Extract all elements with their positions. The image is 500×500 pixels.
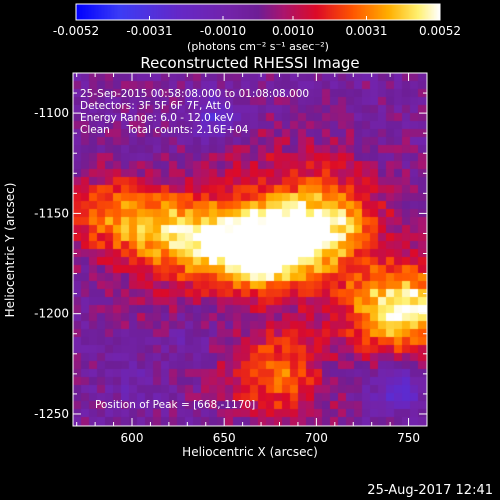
- colorbar-tick-label: -0.0010: [200, 24, 246, 38]
- observation-annotations: 25-Sep-2015 00:58:08.000 to 01:08:08.000…: [80, 88, 309, 411]
- y-axis-title: Heliocentric Y (arcsec): [3, 183, 17, 318]
- x-axis-title: Heliocentric X (arcsec): [182, 445, 318, 459]
- axis-ticks: 600 650 700 750 -1100 -1150 -1200 -1250: [34, 72, 428, 445]
- colorbar-tick-label: -0.0031: [126, 24, 172, 38]
- colorbar-ticks: -0.0052 -0.0031 -0.0010 0.0010 0.0031 0.0052: [53, 16, 461, 38]
- y-tick-label: -1100: [34, 106, 69, 120]
- colorbar-unit-label: (photons cm⁻² s⁻¹ asec⁻²): [187, 40, 329, 53]
- x-tick-label: 650: [213, 431, 236, 445]
- x-tick-label: 600: [121, 431, 144, 445]
- annotation-energy-range: Energy Range: 6.0 - 12.0 keV: [80, 112, 234, 124]
- colorbar-tick-label: -0.0052: [53, 24, 99, 38]
- plot-frame: [72, 72, 428, 427]
- colorbar: -0.0052 -0.0031 -0.0010 0.0010 0.0031 0.0052 …: [53, 3, 461, 53]
- y-tick-label: -1150: [34, 206, 69, 220]
- x-tick-label: 750: [397, 431, 420, 445]
- colorbar-tick-label: 0.0010: [272, 24, 314, 38]
- colorbar-tick-label: 0.0052: [419, 24, 461, 38]
- colorbar-gradient: [76, 4, 440, 20]
- chart-title: Reconstructed RHESSI Image: [140, 54, 359, 72]
- annotation-time-range: 25-Sep-2015 00:58:08.000 to 01:08:08.000: [80, 88, 309, 100]
- y-tick-label: -1250: [34, 407, 69, 421]
- y-tick-label: -1200: [34, 307, 69, 321]
- colorbar-tick-label: 0.0031: [346, 24, 388, 38]
- footer-timestamp: 25-Aug-2017 12:41: [367, 483, 493, 498]
- annotation-peak-position: Position of Peak = [668,-1170]: [95, 399, 255, 411]
- annotation-clean-counts: Clean Total counts: 2.16E+04: [80, 124, 249, 136]
- x-tick-label: 700: [305, 431, 328, 445]
- heatmap-image: [73, 73, 427, 426]
- annotation-detectors: Detectors: 3F 5F 6F 7F, Att 0: [80, 100, 231, 112]
